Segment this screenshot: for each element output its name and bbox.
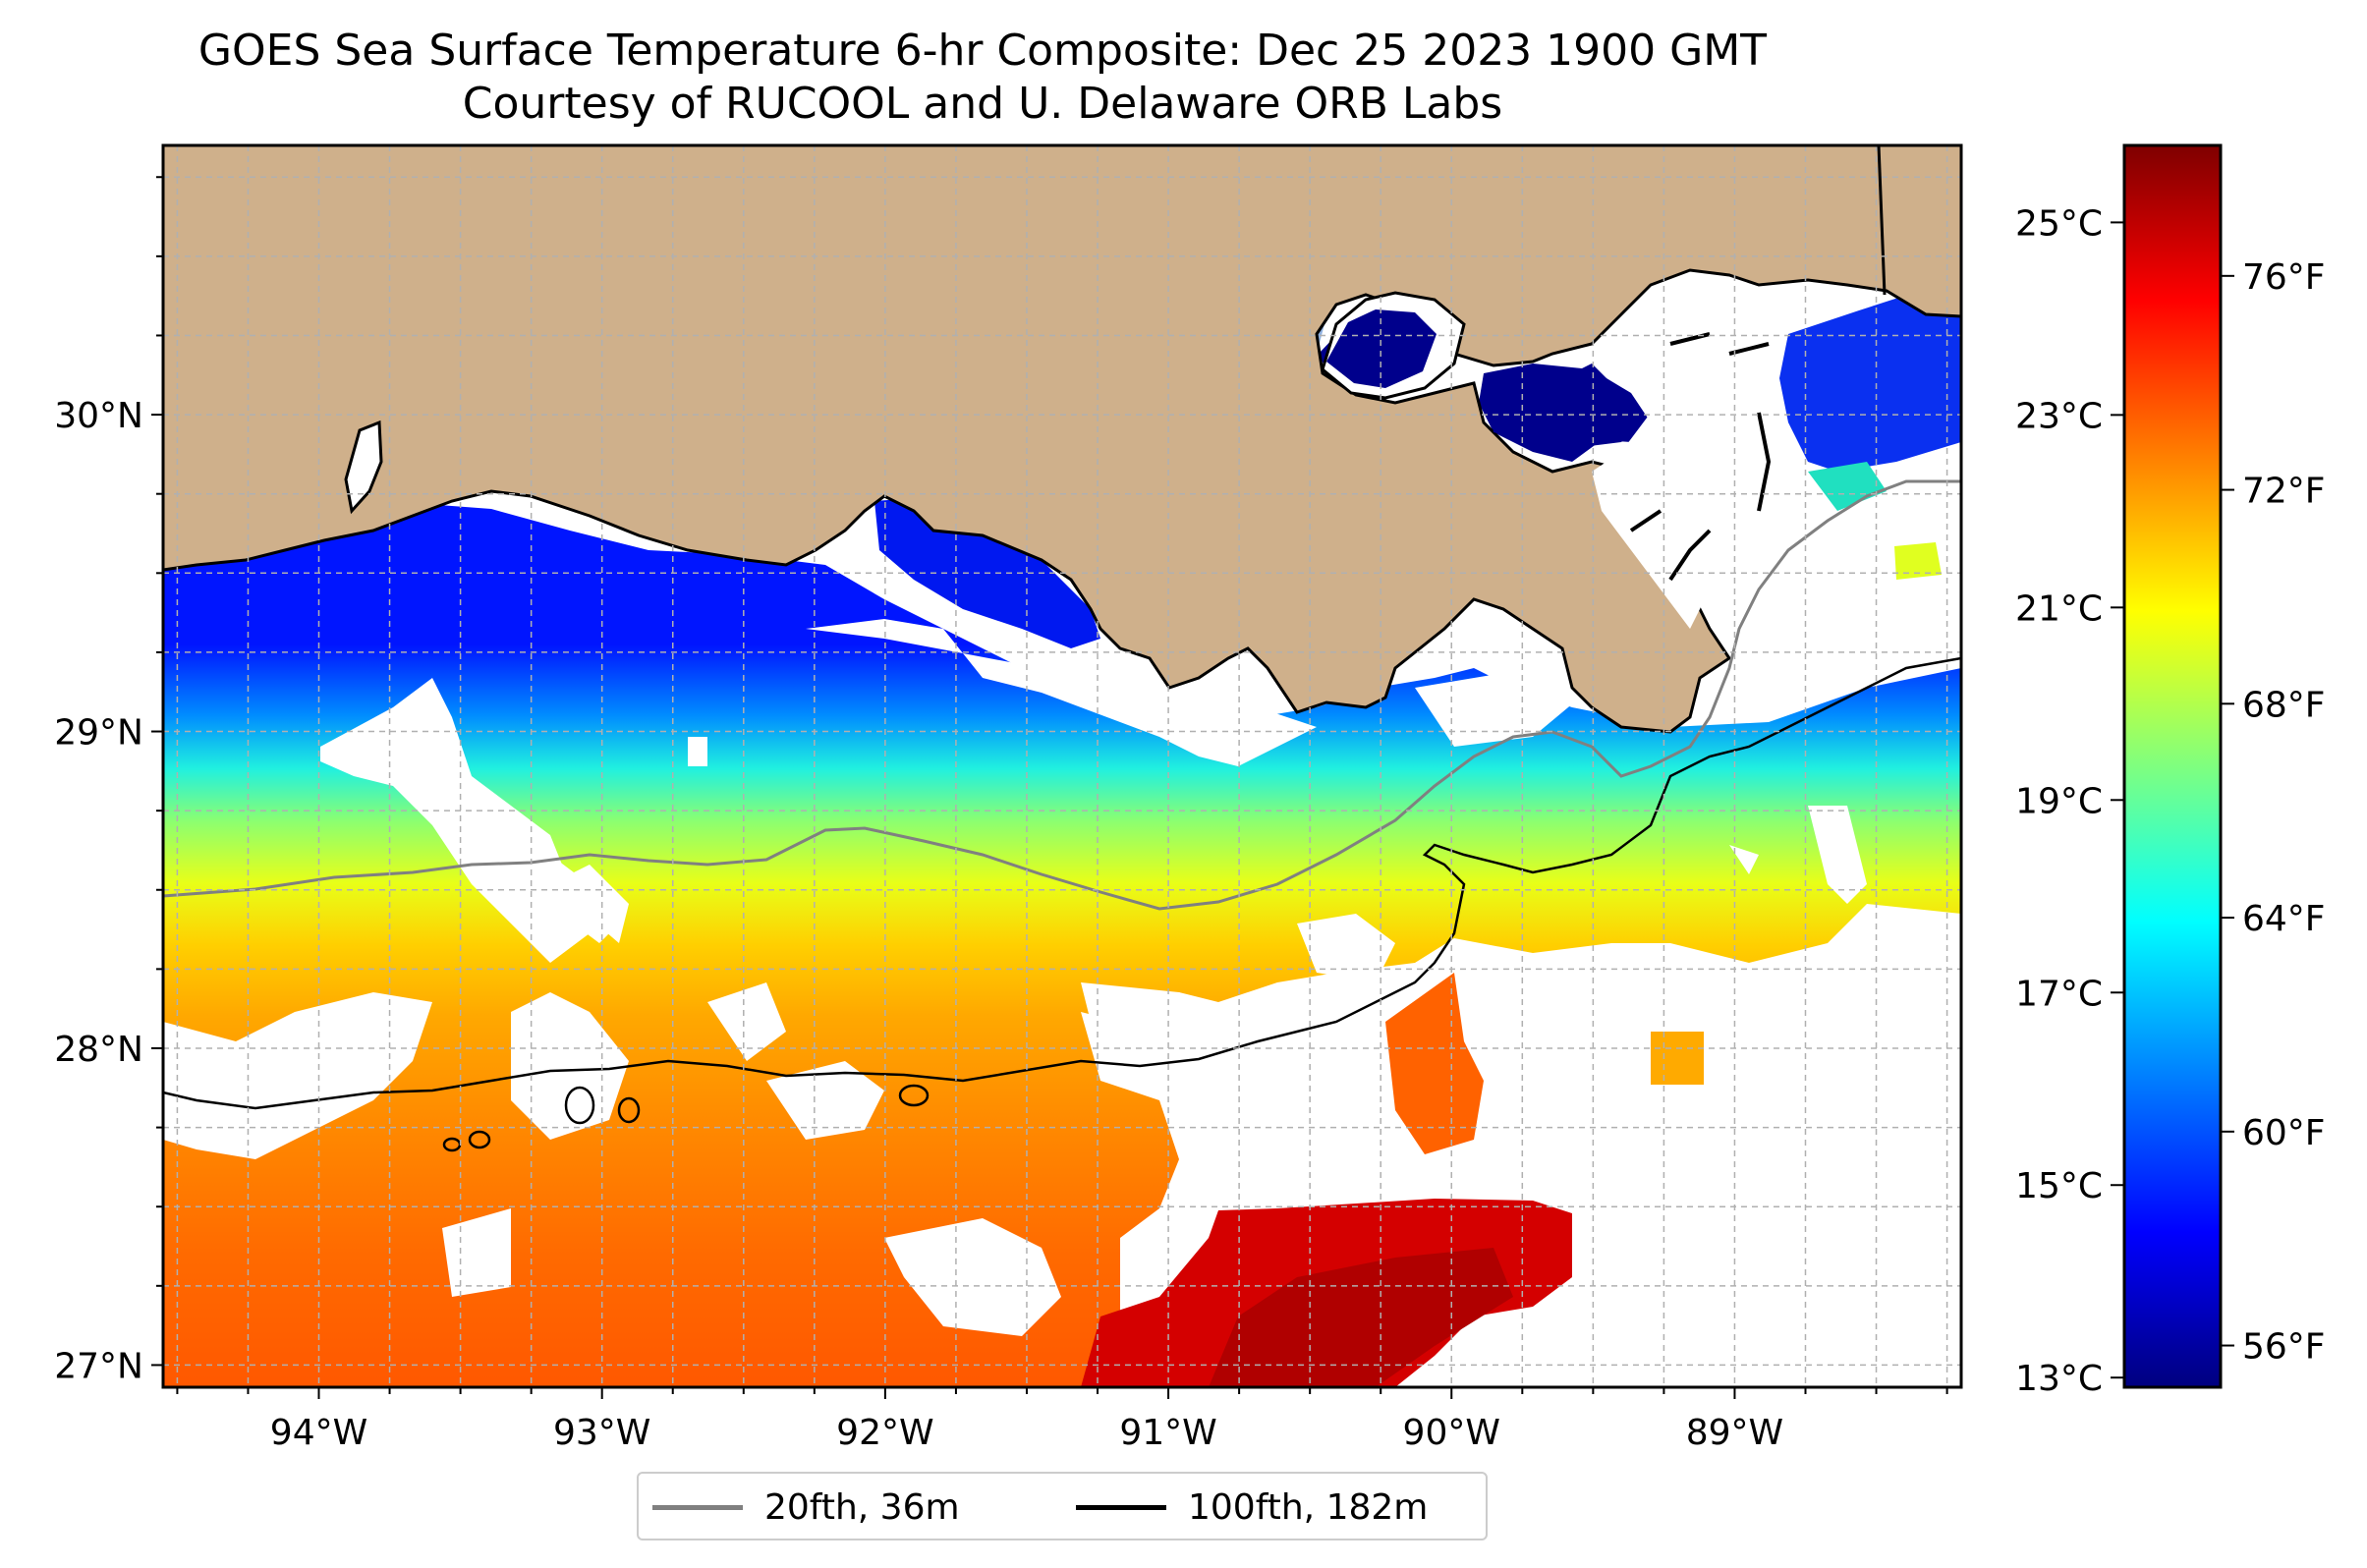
legend-item-100fth: 100fth, 182m bbox=[1076, 1484, 1428, 1531]
map-title-line1: GOES Sea Surface Temperature 6-hr Compos… bbox=[197, 26, 1768, 76]
y-tick-label: 27°N bbox=[54, 1346, 143, 1386]
colorbar-fahrenheit-label: 64°F bbox=[2242, 899, 2326, 939]
x-tick-label: 89°W bbox=[1686, 1413, 1783, 1453]
sst-patch-east bbox=[1651, 1032, 1704, 1085]
colorbar-celsius-label: 17°C bbox=[2015, 974, 2103, 1014]
x-tick-label: 93°W bbox=[553, 1413, 650, 1453]
legend-label-100fth: 100fth, 182m bbox=[1188, 1486, 1429, 1528]
colorbar-celsius-label: 23°C bbox=[2015, 396, 2103, 436]
colorbar-celsius-label: 25°C bbox=[2015, 203, 2103, 244]
sabine-lake bbox=[344, 420, 383, 515]
y-tick-label: 28°N bbox=[54, 1030, 143, 1070]
colorbar: 25°C 23°C 21°C 19°C 17°C 15°C 13°C 76°F 72°F 68°F… bbox=[2015, 143, 2326, 1399]
legend-item-20fth: 20fth, 36m bbox=[652, 1484, 960, 1531]
colorbar-celsius-label: 15°C bbox=[2015, 1166, 2103, 1206]
sst-warm-core-inner bbox=[1209, 1248, 1513, 1387]
legend-swatch-100fth bbox=[1076, 1504, 1166, 1510]
colorbar-fahrenheit-label: 72°F bbox=[2242, 472, 2326, 512]
x-tick-label: 90°W bbox=[1403, 1413, 1500, 1453]
y-tick-label: 29°N bbox=[54, 713, 143, 754]
x-tick-label: 92°W bbox=[836, 1413, 933, 1453]
state-border bbox=[1877, 145, 1887, 296]
legend-label-20fth: 20fth, 36m bbox=[764, 1486, 960, 1528]
colorbar-fahrenheit-label: 60°F bbox=[2242, 1113, 2326, 1153]
map-area bbox=[163, 145, 1961, 1387]
x-tick-label: 94°W bbox=[270, 1413, 367, 1453]
colorbar-celsius-label: 19°C bbox=[2015, 781, 2103, 821]
colorbar-fahrenheit-label: 56°F bbox=[2242, 1327, 2326, 1368]
colorbar-gradient bbox=[2122, 143, 2223, 1389]
colorbar-ticks: 25°C 23°C 21°C 19°C 17°C 15°C 13°C 76°F 72°F 68°F… bbox=[2015, 203, 2325, 1399]
isobath-100fth bbox=[163, 656, 1961, 1110]
lake-pontchartrain-water bbox=[1326, 309, 1437, 388]
colorbar-fahrenheit-label: 68°F bbox=[2242, 685, 2326, 725]
colorbar-fahrenheit-label: 76°F bbox=[2242, 257, 2326, 298]
isobath-20fth bbox=[163, 479, 1961, 911]
x-tick-label: 91°W bbox=[1119, 1413, 1216, 1453]
map-frame bbox=[161, 143, 1963, 1389]
sst-warm-tongue bbox=[1385, 973, 1484, 1154]
delta-water bbox=[1592, 285, 1788, 629]
gridlines bbox=[163, 145, 1961, 1387]
land-mass bbox=[163, 145, 1961, 734]
y-tick-label: 30°N bbox=[54, 396, 143, 436]
map-title-line2: Courtesy of RUCOOL and U. Delaware ORB L… bbox=[462, 79, 1503, 129]
colorbar-celsius-label: 13°C bbox=[2015, 1359, 2103, 1399]
isobath-legend: 20fth, 36m 100fth, 182m bbox=[637, 1472, 1488, 1540]
coastal-islands bbox=[442, 1084, 930, 1152]
map-axes: 94°W 93°W 92°W 91°W 90°W 89°W 30°N 29°N 28°N 27°N bbox=[54, 176, 1948, 1453]
lake-borgne bbox=[1484, 373, 1643, 447]
colorbar-celsius-label: 21°C bbox=[2015, 588, 2103, 629]
legend-swatch-20fth bbox=[652, 1504, 743, 1510]
